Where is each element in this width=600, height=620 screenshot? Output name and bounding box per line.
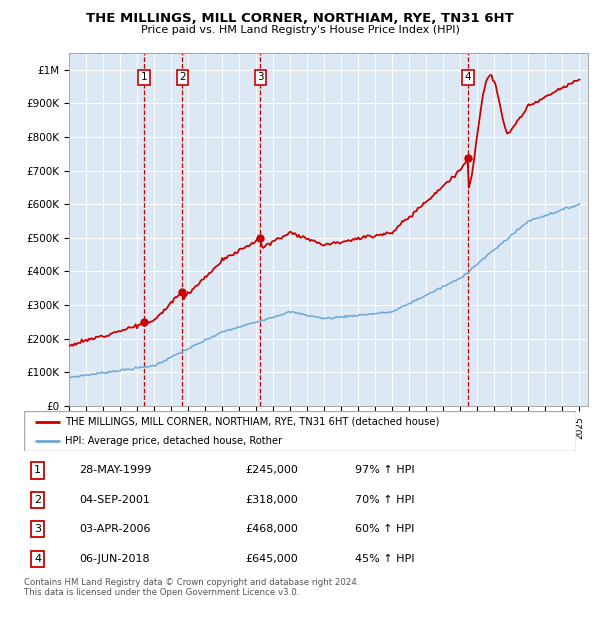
Text: 1: 1 — [34, 466, 41, 476]
Text: 4: 4 — [34, 554, 41, 564]
Text: 45% ↑ HPI: 45% ↑ HPI — [355, 554, 415, 564]
Text: THE MILLINGS, MILL CORNER, NORTHIAM, RYE, TN31 6HT: THE MILLINGS, MILL CORNER, NORTHIAM, RYE… — [86, 12, 514, 25]
Text: 2: 2 — [179, 73, 186, 82]
Text: 3: 3 — [257, 73, 264, 82]
Text: 3: 3 — [34, 525, 41, 534]
Text: 06-JUN-2018: 06-JUN-2018 — [79, 554, 150, 564]
Text: £245,000: £245,000 — [245, 466, 298, 476]
Text: £645,000: £645,000 — [245, 554, 298, 564]
Text: 04-SEP-2001: 04-SEP-2001 — [79, 495, 150, 505]
Text: Contains HM Land Registry data © Crown copyright and database right 2024.
This d: Contains HM Land Registry data © Crown c… — [24, 578, 359, 597]
Text: Price paid vs. HM Land Registry's House Price Index (HPI): Price paid vs. HM Land Registry's House … — [140, 25, 460, 35]
Text: 28-MAY-1999: 28-MAY-1999 — [79, 466, 152, 476]
Text: HPI: Average price, detached house, Rother: HPI: Average price, detached house, Roth… — [65, 436, 283, 446]
Text: 2: 2 — [34, 495, 41, 505]
Text: £318,000: £318,000 — [245, 495, 298, 505]
Text: 1: 1 — [141, 73, 148, 82]
Text: THE MILLINGS, MILL CORNER, NORTHIAM, RYE, TN31 6HT (detached house): THE MILLINGS, MILL CORNER, NORTHIAM, RYE… — [65, 417, 440, 427]
Text: 4: 4 — [464, 73, 471, 82]
Text: 60% ↑ HPI: 60% ↑ HPI — [355, 525, 415, 534]
Text: 03-APR-2006: 03-APR-2006 — [79, 525, 151, 534]
Text: £468,000: £468,000 — [245, 525, 298, 534]
FancyBboxPatch shape — [24, 411, 576, 451]
Text: 97% ↑ HPI: 97% ↑ HPI — [355, 466, 415, 476]
Text: 70% ↑ HPI: 70% ↑ HPI — [355, 495, 415, 505]
